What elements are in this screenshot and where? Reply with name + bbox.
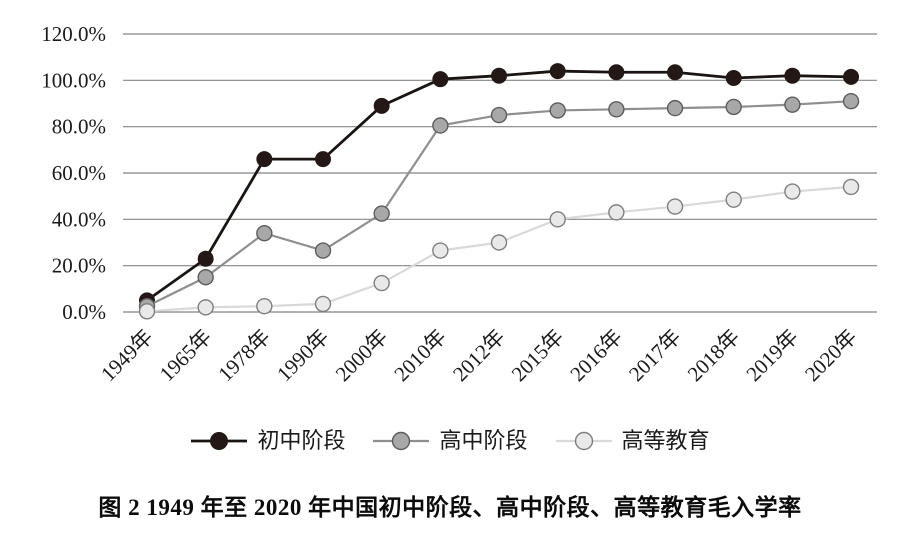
data-point-marker-senior-secondary [608,101,625,118]
data-point-marker-junior-secondary [491,67,508,84]
data-point-marker-junior-secondary [315,151,332,168]
data-point-marker-higher-education [608,204,625,221]
x-axis-tick-label: 2018年 [683,325,745,387]
x-axis-tick-label: 1965年 [155,325,217,387]
legend-label: 高中阶段 [439,428,528,453]
data-point-marker-senior-secondary [197,269,214,286]
x-axis-tick-label: 2019年 [741,325,803,387]
data-point-marker-higher-education [197,299,214,316]
data-point-marker-higher-education [138,303,156,320]
data-point-marker-junior-secondary [667,64,684,81]
x-axis-tick-label: 2012年 [448,325,510,387]
data-point-marker-junior-secondary [843,68,860,85]
y-axis-tick-label: 60.0% [52,161,106,185]
legend-label: 高等教育 [621,428,710,453]
legend-item-junior-secondary: 初中阶段 [190,430,345,452]
series-line-senior-secondary [146,100,852,308]
data-point-marker-senior-secondary [842,92,860,110]
data-point-marker-higher-education [490,234,508,251]
data-point-marker-senior-secondary [666,99,684,117]
x-axis-tick-label: 2000年 [331,325,393,387]
legend-label: 初中阶段 [257,428,346,453]
x-axis-tick-label: 2016年 [565,325,627,387]
data-point-marker-higher-education [666,198,684,215]
y-axis-tick-label: 0.0% [62,300,106,324]
y-axis-tick-label: 40.0% [52,207,106,231]
y-axis-tick-label: 100.0% [41,68,106,92]
data-point-marker-higher-education [432,242,449,259]
legend-marker-junior-secondary-icon [191,432,248,450]
data-point-marker-higher-education [842,178,860,196]
data-point-marker-junior-secondary [784,67,801,84]
x-axis-tick-label: 2020年 [800,325,862,387]
y-axis-tick-label: 20.0% [52,254,106,278]
data-point-marker-junior-secondary [256,151,273,168]
chart-legend: 初中阶段 高中阶段 高等教育 [0,424,900,458]
legend-item-higher-education: 高等教育 [555,430,710,452]
figure-caption: 图 2 1949 年至 2020 年中国初中阶段、高中阶段、高等教育毛入学率 [98,495,802,520]
data-point-marker-junior-secondary [549,63,566,80]
data-point-marker-junior-secondary [373,97,390,114]
data-point-marker-senior-secondary [490,106,508,124]
line-chart-svg: 0.0% 20.0% 40.0% 60.0% 80.0% 100.0% 120.0% 1949… [41,22,877,387]
data-point-marker-senior-secondary [549,102,566,119]
data-point-marker-higher-education [549,211,566,228]
x-axis-tick-label: 1949年 [96,325,158,387]
y-axis-tick-label: 120.0% [41,22,106,46]
data-point-marker-higher-education [373,274,390,292]
x-axis-tick-label: 2017年 [624,325,686,387]
data-point-marker-higher-education [725,191,742,208]
data-point-marker-senior-secondary [725,98,742,116]
x-axis-tick-label: 2015年 [507,325,569,387]
data-point-marker-senior-secondary [314,242,332,259]
x-axis-tick-label: 1990年 [272,325,334,387]
legend-marker-higher-education-icon [555,431,612,451]
data-point-marker-higher-education [784,183,801,200]
data-point-marker-senior-secondary [373,205,390,222]
data-point-marker-senior-secondary [256,225,273,242]
data-point-marker-junior-secondary [725,70,742,87]
data-point-marker-senior-secondary [432,117,449,134]
data-point-marker-junior-secondary [197,250,214,267]
data-point-marker-higher-education [314,295,332,313]
legend-item-senior-secondary: 高中阶段 [372,428,528,453]
legend-circle [210,432,229,450]
legend-circle [392,431,411,451]
legend-marker-senior-secondary-icon [373,431,430,451]
data-point-marker-junior-secondary [432,71,449,88]
data-point-marker-senior-secondary [784,96,801,113]
data-point-marker-higher-education [256,298,273,315]
legend-circle [574,431,593,451]
x-axis-tick-label: 2010年 [389,325,451,387]
x-axis-tick-label: 1978年 [213,325,275,387]
data-point-marker-junior-secondary [608,64,625,81]
y-axis-tick-label: 80.0% [52,115,106,139]
